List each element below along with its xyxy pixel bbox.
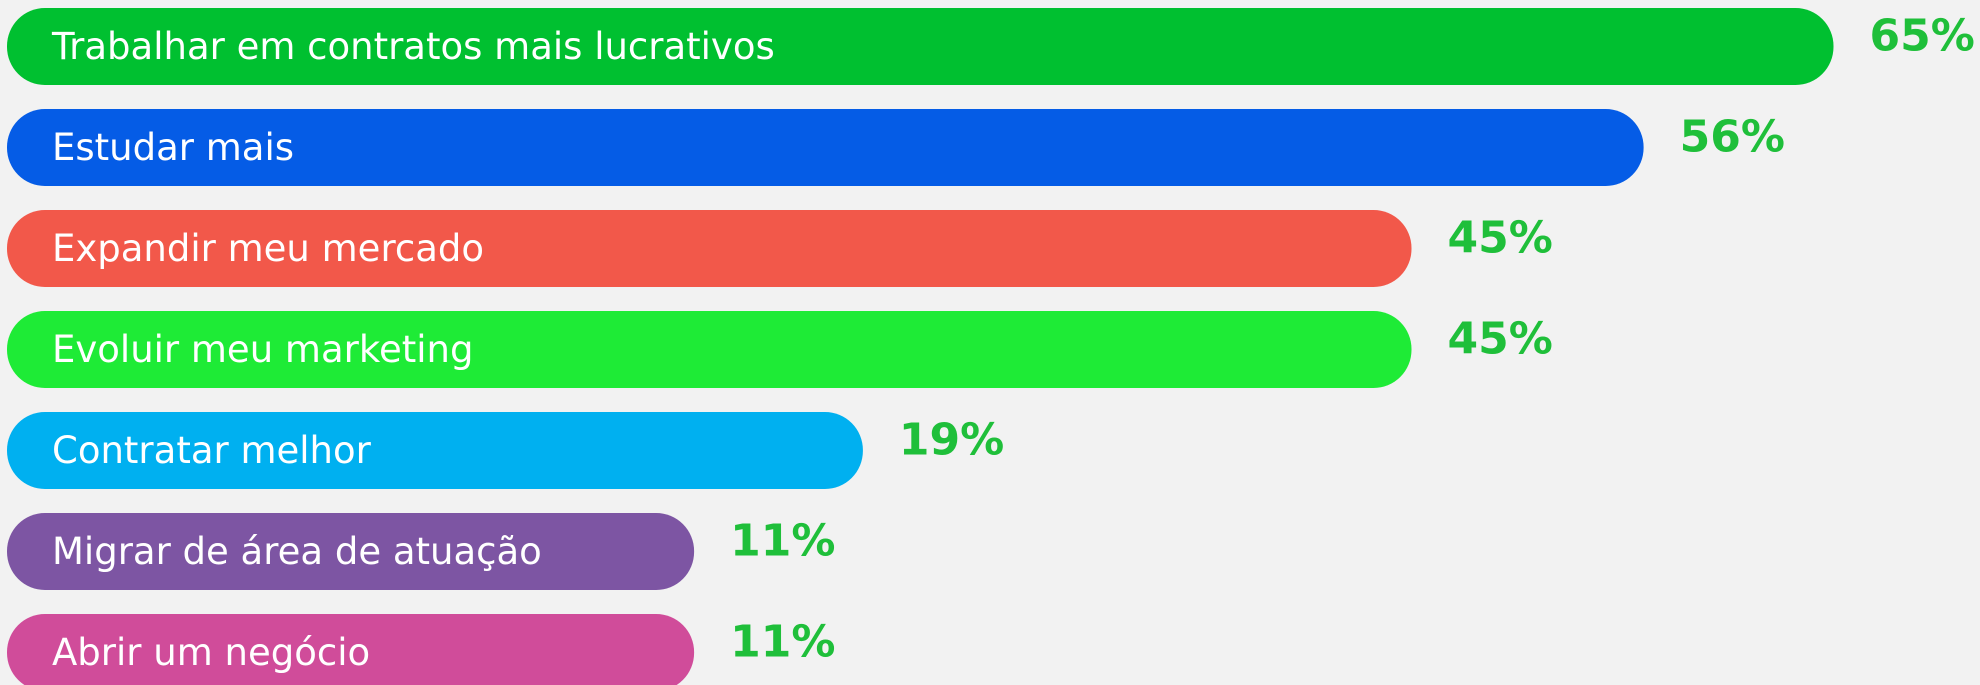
bar xyxy=(7,513,695,590)
bar-label: Contratar melhor xyxy=(52,429,372,472)
bar xyxy=(7,109,1644,186)
bar-label: Migrar de área de atuação xyxy=(52,530,542,573)
value-label: 11% xyxy=(730,516,835,567)
bar xyxy=(7,210,1412,287)
bar xyxy=(7,614,695,685)
bar-label: Estudar mais xyxy=(52,126,294,169)
value-label: 11% xyxy=(730,617,835,668)
value-label: 19% xyxy=(899,415,1004,466)
value-label: 56% xyxy=(1680,112,1785,163)
bar xyxy=(7,8,1834,85)
bar-label: Abrir um negócio xyxy=(52,631,370,674)
bar xyxy=(7,412,863,489)
bar-label: Trabalhar em contratos mais lucrativos xyxy=(51,25,775,68)
value-label: 45% xyxy=(1448,314,1553,365)
bar xyxy=(7,311,1412,388)
bar-label: Evoluir meu marketing xyxy=(52,328,473,371)
value-label: 65% xyxy=(1870,11,1975,62)
bar-label: Expandir meu mercado xyxy=(52,227,484,270)
value-label: 45% xyxy=(1448,213,1553,264)
